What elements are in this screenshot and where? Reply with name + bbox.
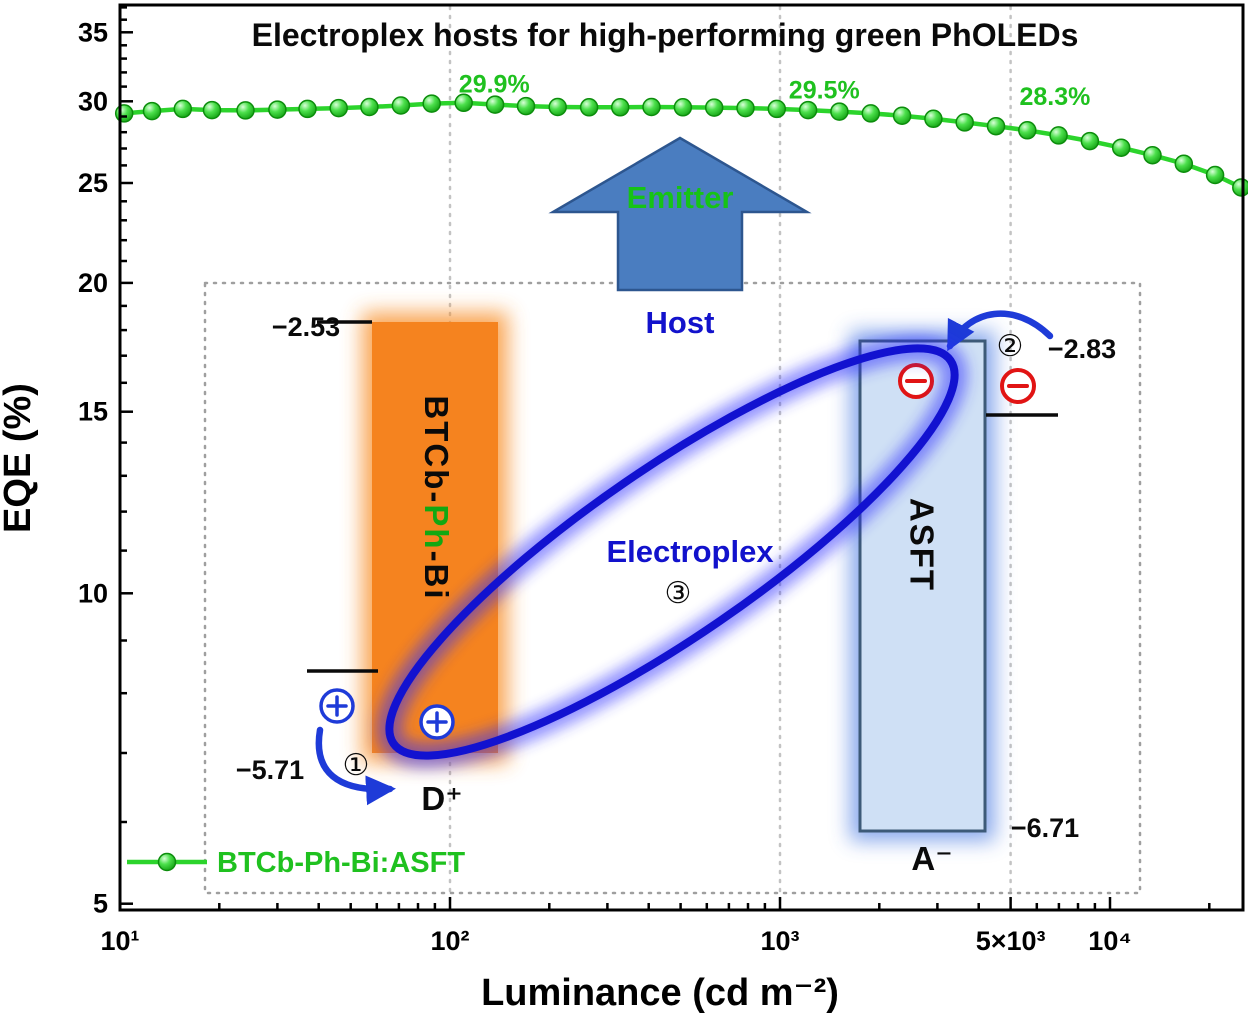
data-point-marker	[767, 99, 787, 119]
data-point-marker	[268, 100, 287, 119]
donor-homo-value: −5.71	[236, 755, 304, 785]
data-point-marker	[736, 98, 755, 118]
x-tick-label: 10¹	[100, 926, 139, 956]
donor-bar-label: BTCb-Ph-Bi	[419, 395, 456, 600]
data-point-marker	[454, 93, 473, 113]
data-point-marker	[1111, 138, 1131, 157]
y-tick-label: 5	[93, 889, 108, 919]
data-point-marker	[236, 101, 255, 120]
axis-ticks: 5 10 15 20 25 30 35 10¹ 10² 10³ 5×10³ 10⁴	[78, 6, 1211, 956]
energy-diagram-inset: BTCb-Ph-Bi −2.53 −5.71 ① ASFT −2.83 −6.7…	[203, 136, 1142, 895]
data-point-marker	[142, 101, 162, 121]
x-tick-label: 10⁴	[1088, 926, 1131, 956]
acceptor-lumo-value: −2.83	[1048, 334, 1116, 364]
host-label: Host	[646, 305, 715, 340]
data-point-marker	[1232, 178, 1248, 197]
data-point-marker	[955, 113, 974, 132]
y-tick-label: 35	[78, 17, 108, 47]
eqe-data-label: 29.9%	[459, 71, 530, 99]
data-point-marker	[422, 94, 441, 113]
donor-cation-label: D⁺	[421, 780, 462, 817]
hole-transfer-arrow	[315, 726, 396, 806]
step-1-badge: ①	[343, 749, 370, 782]
legend-marker	[157, 852, 177, 872]
plot-frame	[118, 3, 1245, 912]
legend: BTCb-Ph-Bi:ASFT	[127, 847, 465, 879]
step-3-badge: ③	[665, 577, 692, 610]
acceptor-anion-label: A⁻	[911, 840, 952, 877]
data-point-marker	[798, 100, 818, 120]
data-point-marker	[830, 102, 849, 121]
x-tick-label: 5×10³	[976, 926, 1046, 956]
y-tick-label: 15	[78, 397, 108, 427]
data-point-marker	[1018, 121, 1037, 140]
data-point-marker	[1049, 126, 1068, 145]
data-point-marker	[986, 116, 1006, 136]
data-point-marker	[173, 99, 193, 119]
step-2-badge: ②	[997, 330, 1024, 363]
data-point-marker	[892, 106, 912, 125]
data-point-marker	[548, 97, 567, 117]
data-point-marker	[1205, 165, 1225, 185]
eqe-data-label: 28.3%	[1020, 83, 1091, 111]
electron-transfer-arrow	[946, 310, 1054, 352]
data-point-marker	[360, 97, 379, 117]
electron-icon	[1000, 368, 1036, 404]
data-point-marker	[579, 98, 599, 117]
hole-icon	[319, 688, 355, 724]
donor-lumo-value: −2.53	[272, 312, 340, 342]
y-axis-label: EQE (%)	[0, 383, 39, 533]
data-point-marker	[861, 104, 881, 123]
data-point-marker	[924, 109, 943, 129]
data-point-marker	[114, 104, 134, 123]
series-layer: 29.9% 29.5% 28.3%	[114, 71, 1248, 197]
y-tick-label: 30	[78, 86, 108, 116]
data-point-marker	[485, 95, 505, 114]
data-point-marker	[298, 99, 317, 119]
electroplex-ellipse	[385, 344, 959, 760]
acceptor-homo-value: −6.71	[1011, 813, 1079, 843]
eqe-data-label: 29.5%	[789, 76, 860, 104]
data-point-marker	[202, 100, 222, 120]
acceptor-bar-label: ASFT	[904, 498, 941, 592]
data-point-marker	[704, 98, 724, 117]
x-axis-label: Luminance (cd m⁻²)	[481, 972, 839, 1014]
data-point-marker	[1143, 145, 1162, 165]
x-tick-label: 10²	[430, 926, 469, 956]
y-tick-label: 20	[78, 268, 108, 298]
electroplex-label: Electroplex	[606, 534, 774, 569]
data-point-marker	[391, 96, 411, 115]
y-tick-label: 10	[78, 578, 108, 608]
legend-label: BTCb-Ph-Bi:ASFT	[217, 847, 465, 879]
data-point-marker	[516, 96, 536, 116]
emitter-host-arrow	[548, 136, 812, 292]
data-point-marker	[673, 98, 693, 117]
y-tick-label: 25	[78, 168, 108, 198]
emitter-label: Emitter	[627, 180, 734, 215]
data-point-marker	[1080, 131, 1100, 151]
x-tick-label: 10³	[760, 926, 799, 956]
data-point-marker	[329, 98, 348, 118]
data-point-marker	[610, 98, 630, 117]
data-point-marker	[1174, 154, 1194, 173]
electron-icon	[898, 363, 934, 399]
data-point-marker	[642, 97, 661, 117]
chart-title: Electroplex hosts for high-performing gr…	[252, 17, 1079, 53]
hole-icon	[419, 704, 455, 740]
